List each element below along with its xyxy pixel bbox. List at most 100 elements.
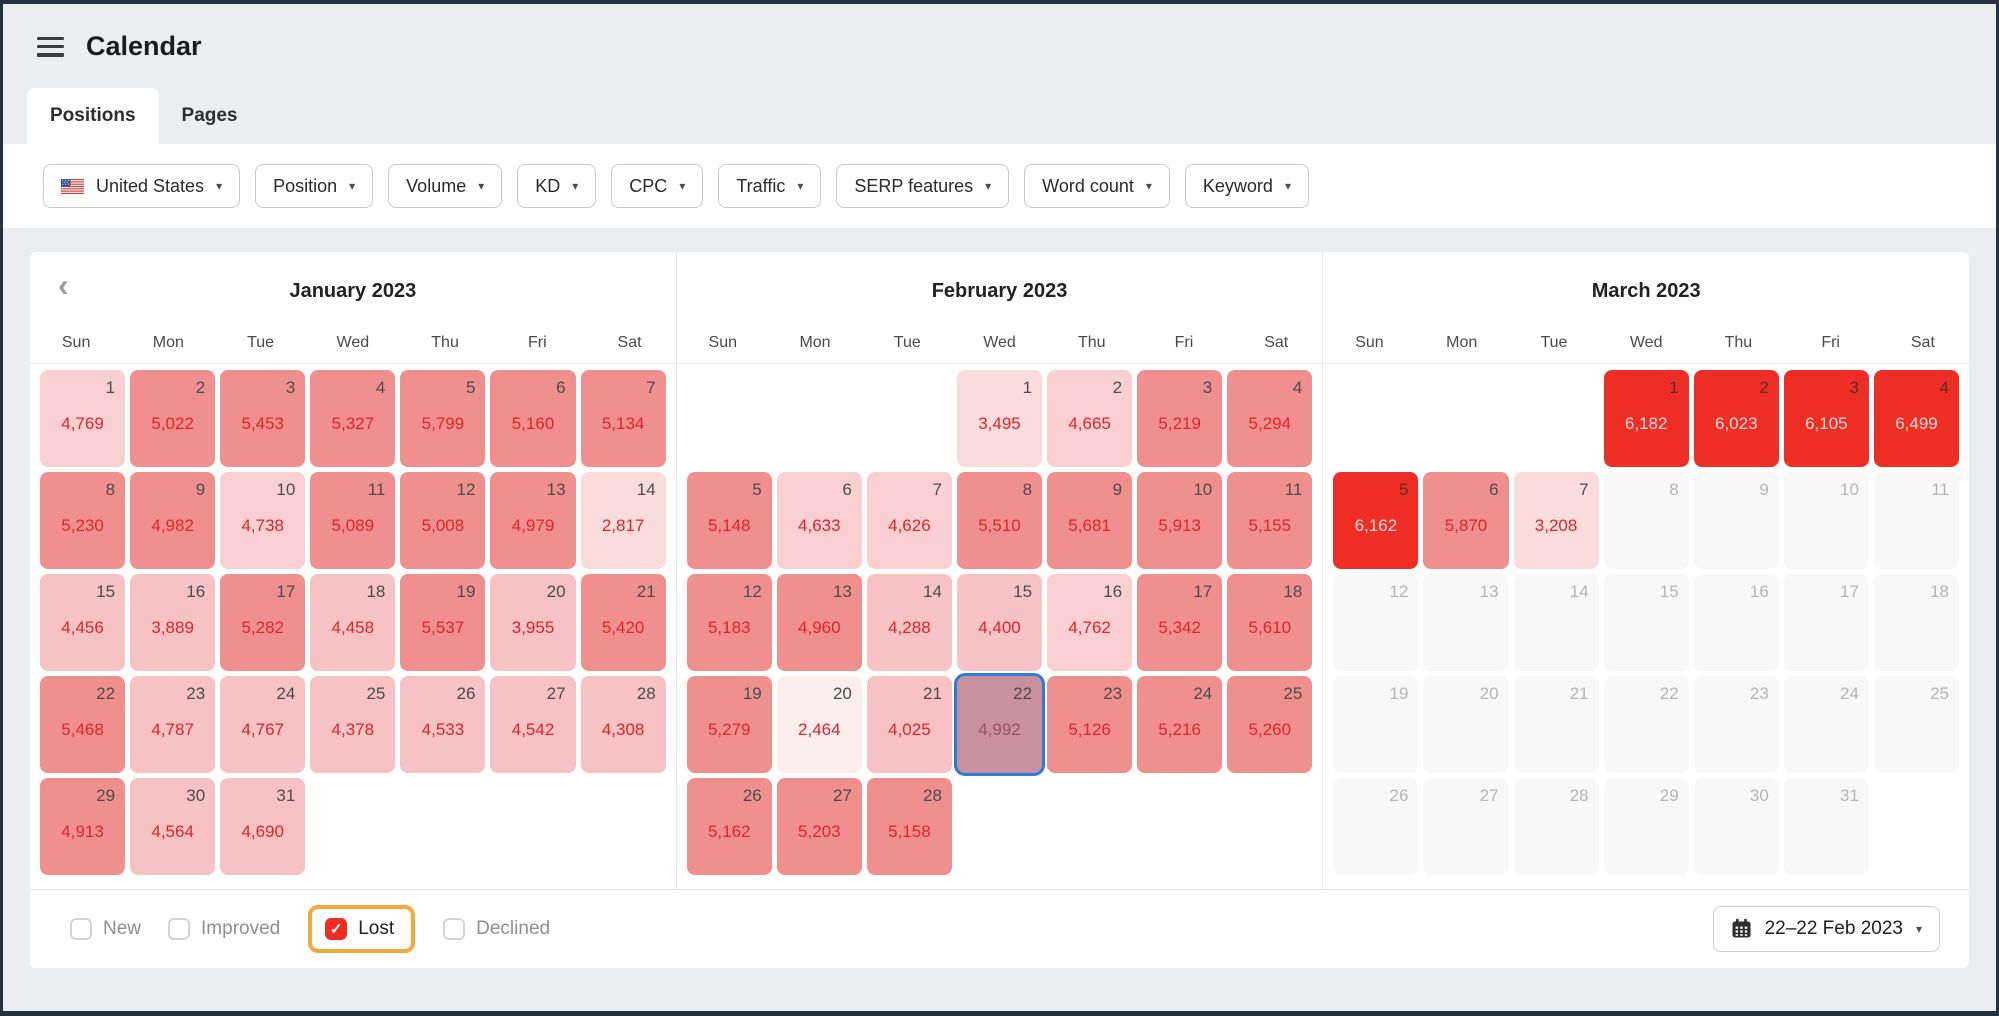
day-value: 4,665 (1068, 414, 1111, 433)
day-of-week-header: Sun Mon Tue Wed Thu Fri Sat (676, 322, 1323, 364)
calendar-day-cell[interactable]: 1 6,182 (1603, 370, 1689, 467)
checkbox-improved[interactable]: Improved (168, 917, 280, 940)
filter-button-united-states[interactable]: United States ▾ (43, 164, 241, 208)
calendar-day-cell[interactable]: 1 4,769 (40, 370, 126, 467)
calendar-day-cell[interactable]: 27 4,542 (490, 676, 576, 773)
calendar-day-cell[interactable]: 15 4,400 (956, 574, 1043, 671)
calendar-day-cell[interactable]: 10 5,913 (1137, 472, 1223, 569)
filter-button-keyword[interactable]: Keyword ▾ (1184, 164, 1309, 208)
calendar-day-cell[interactable]: 12 5,183 (686, 574, 772, 671)
calendar-day-cell[interactable]: 10 4,738 (220, 472, 306, 569)
calendar-day-cell[interactable]: 6 5,870 (1423, 472, 1509, 569)
calendar-day-cell[interactable]: 24 4,767 (220, 676, 306, 773)
calendar-day-cell[interactable]: 17 5,342 (1137, 574, 1223, 671)
calendar-day-cell[interactable]: 13 4,960 (776, 574, 862, 671)
calendar-day-cell[interactable]: 15 4,456 (40, 574, 126, 671)
calendar-day-cell[interactable]: 31 4,690 (220, 778, 306, 875)
calendar-day-cell[interactable]: 3 6,105 (1783, 370, 1869, 467)
day-number: 24 (1839, 684, 1859, 703)
calendar-day-cell[interactable]: 5 6,162 (1333, 472, 1419, 569)
calendar-day-cell[interactable]: 16 4,762 (1047, 574, 1133, 671)
calendar-day-cell[interactable]: 7 4,626 (866, 472, 952, 569)
calendar-day-cell[interactable]: 3 5,453 (220, 370, 306, 467)
calendar-day-cell[interactable]: 11 5,089 (310, 472, 396, 569)
calendar-day-cell: 31 (1783, 778, 1869, 875)
calendar-day-cell[interactable]: 23 5,126 (1047, 676, 1133, 773)
calendar-day-cell[interactable]: 9 5,681 (1047, 472, 1133, 569)
calendar-day-cell[interactable]: 4 5,327 (310, 370, 396, 467)
chevron-left-icon[interactable]: ‹ (58, 267, 69, 304)
calendar-day-cell[interactable]: 22 5,468 (40, 676, 126, 773)
calendar-day-cell[interactable]: 29 4,913 (40, 778, 126, 875)
calendar-grid: 1 6,182 2 6,023 3 6,105 4 6,499 5 6,162 6 5,870 7 3,2… (1323, 364, 1969, 875)
checkbox-unchecked-icon[interactable] (443, 917, 466, 940)
calendar-day-cell: 14 (1513, 574, 1599, 671)
chevron-down-icon: ▾ (478, 179, 485, 193)
calendar-day-cell[interactable]: 20 3,955 (490, 574, 576, 671)
calendar-day-cell[interactable]: 5 5,148 (686, 472, 772, 569)
calendar-day-cell[interactable]: 8 5,230 (40, 472, 126, 569)
calendar-day-cell[interactable]: 30 4,564 (130, 778, 216, 875)
calendar-day-cell[interactable]: 19 5,279 (686, 676, 772, 773)
calendar-day-cell[interactable]: 6 5,160 (490, 370, 576, 467)
calendar-day-cell[interactable]: 18 5,610 (1227, 574, 1313, 671)
day-number: 19 (456, 582, 476, 601)
calendar-day-cell[interactable]: 26 5,162 (686, 778, 772, 875)
calendar-day-cell[interactable]: 2 5,022 (130, 370, 216, 467)
tab-positions[interactable]: Positions (27, 88, 159, 144)
calendar-day-cell[interactable]: 8 5,510 (956, 472, 1043, 569)
calendar-day-cell[interactable]: 16 3,889 (130, 574, 216, 671)
chevron-down-icon: ▾ (349, 179, 356, 193)
checkbox-unchecked-icon[interactable] (168, 917, 191, 940)
calendar-day-cell[interactable]: 2 6,023 (1693, 370, 1779, 467)
filter-button-word-count[interactable]: Word count ▾ (1024, 164, 1170, 208)
calendar-day-cell[interactable]: 6 4,633 (776, 472, 862, 569)
calendar-day-cell[interactable]: 18 4,458 (310, 574, 396, 671)
checkbox-lost[interactable]: ✓ Lost (325, 917, 394, 940)
calendar-day-cell[interactable]: 1 3,495 (956, 370, 1043, 467)
checkbox-unchecked-icon[interactable] (70, 917, 92, 940)
tab-pages[interactable]: Pages (159, 88, 261, 144)
calendar-day-cell[interactable]: 25 5,260 (1227, 676, 1313, 773)
calendar-day-cell[interactable]: 17 5,282 (220, 574, 306, 671)
calendar-day-cell[interactable]: 21 4,025 (866, 676, 952, 773)
calendar-day-cell[interactable]: 25 4,378 (310, 676, 396, 773)
calendar-day-cell[interactable]: 12 5,008 (400, 472, 486, 569)
calendar-day-cell[interactable]: 7 3,208 (1513, 472, 1599, 569)
calendar-day-cell[interactable]: 19 5,537 (400, 574, 486, 671)
calendar-day-cell[interactable]: 14 4,288 (866, 574, 952, 671)
calendar-day-cell-selected[interactable]: 22 4,992 (956, 676, 1043, 773)
calendar-day-cell[interactable]: 21 5,420 (580, 574, 666, 671)
calendar-day-cell[interactable]: 23 4,787 (130, 676, 216, 773)
filter-button-traffic[interactable]: Traffic ▾ (718, 164, 822, 208)
day-number: 20 (832, 684, 852, 703)
filter-button-kd[interactable]: KD ▾ (517, 164, 597, 208)
date-range-button[interactable]: 22–22 Feb 2023 ▾ (1712, 905, 1940, 952)
calendar-day-cell[interactable]: 4 6,499 (1873, 370, 1960, 467)
calendar-day-cell[interactable]: 11 5,155 (1227, 472, 1313, 569)
calendar-day-cell[interactable]: 7 5,134 (580, 370, 666, 467)
filter-button-volume[interactable]: Volume ▾ (388, 164, 503, 208)
calendar-day-cell[interactable]: 4 5,294 (1227, 370, 1313, 467)
calendar-day-cell[interactable]: 24 5,216 (1137, 676, 1223, 773)
calendar-day-cell[interactable]: 27 5,203 (776, 778, 862, 875)
calendar-day-cell[interactable]: 5 5,799 (400, 370, 486, 467)
calendar-day-cell[interactable]: 28 4,308 (580, 676, 666, 773)
calendar-day-cell[interactable]: 28 5,158 (866, 778, 952, 875)
calendar-day-cell[interactable]: 3 5,219 (1137, 370, 1223, 467)
calendar-day-cell[interactable]: 14 2,817 (580, 472, 666, 569)
day-value: 5,089 (331, 516, 375, 535)
checkbox-declined[interactable]: Declined (443, 917, 550, 940)
hamburger-menu-icon[interactable] (37, 36, 64, 57)
calendar-day-cell[interactable]: 2 4,665 (1047, 370, 1133, 467)
checkbox-new[interactable]: New (70, 917, 141, 940)
checkbox-checked-icon[interactable]: ✓ (325, 917, 348, 940)
calendar-day-cell[interactable]: 20 2,464 (776, 676, 862, 773)
calendar-day-cell: 9 (1693, 472, 1779, 569)
calendar-day-cell[interactable]: 13 4,979 (490, 472, 576, 569)
filter-button-position[interactable]: Position ▾ (255, 164, 374, 208)
filter-button-serp-features[interactable]: SERP features ▾ (836, 164, 1010, 208)
calendar-day-cell[interactable]: 26 4,533 (400, 676, 486, 773)
calendar-day-cell[interactable]: 9 4,982 (130, 472, 216, 569)
filter-button-cpc[interactable]: CPC ▾ (611, 164, 704, 208)
